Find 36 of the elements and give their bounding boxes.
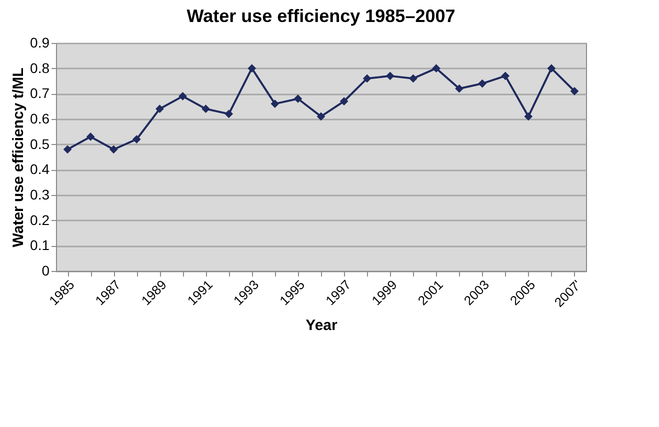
point: [386, 72, 394, 80]
point: [248, 64, 256, 73]
point: [224, 110, 234, 118]
point: [501, 72, 510, 80]
point: [86, 132, 95, 141]
point: [270, 100, 280, 108]
y-tick-label: 0.1: [30, 237, 50, 254]
point: [362, 74, 372, 83]
point: [316, 112, 326, 121]
point: [132, 135, 141, 144]
point: [340, 97, 348, 106]
point: [408, 74, 418, 83]
y-tick-label: 0: [42, 262, 50, 278]
y-tick-label: 0.5: [30, 136, 50, 152]
point: [294, 94, 302, 103]
y-tick-label: 0.7: [30, 85, 50, 102]
point: [63, 145, 72, 154]
y-tick-label: 0.6: [30, 110, 50, 126]
point: [156, 104, 164, 114]
y-tick-label: 0.2: [30, 212, 50, 228]
point: [455, 84, 464, 93]
y-axis-title: Water use efficiency t/ML: [10, 68, 28, 248]
point: [478, 79, 486, 88]
y-tick-label: 0.4: [30, 161, 50, 178]
point: [570, 86, 579, 96]
y-tick-label: 0.3: [30, 186, 50, 202]
y-tick-label: 0.9: [30, 34, 50, 50]
point: [432, 64, 440, 73]
point: [524, 112, 533, 121]
y-tick-label: 0.8: [30, 60, 50, 76]
x-axis-title: Year: [306, 316, 338, 334]
point: [202, 104, 210, 114]
chart-title: Water use efficiency 1985–2007: [186, 6, 456, 26]
point: [547, 64, 556, 73]
point: [178, 92, 187, 100]
point: [109, 145, 118, 154]
